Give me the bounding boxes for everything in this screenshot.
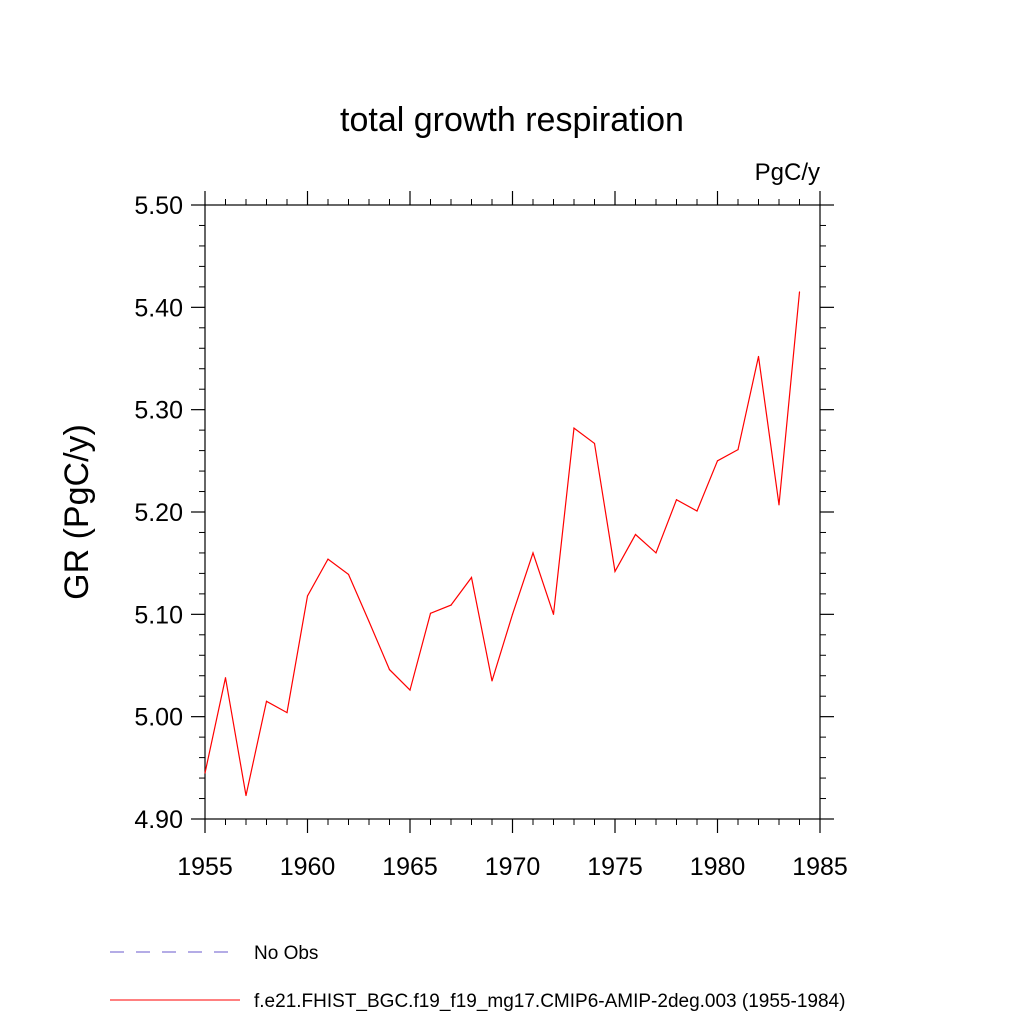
- data-point: [306, 595, 309, 597]
- y-tick-label: 5.40: [134, 294, 183, 322]
- units-label: PgC/y: [755, 159, 820, 186]
- data-point: [511, 613, 514, 615]
- plot-frame: [204, 204, 821, 820]
- x-tick-label: 1960: [280, 853, 336, 881]
- x-tick-label: 1955: [177, 853, 233, 881]
- data-point: [696, 510, 698, 512]
- series-line: [204, 291, 801, 796]
- data-point: [429, 612, 432, 614]
- legend-label-model: f.e21.FHIST_BGC.f19_f19_mg17.CMIP6-AMIP-…: [254, 991, 845, 1012]
- data-point: [409, 689, 411, 691]
- y-tick-label: 5.30: [134, 397, 183, 425]
- data-point: [573, 427, 575, 429]
- data-point: [368, 620, 370, 623]
- y-tick-label: 5.20: [134, 499, 183, 527]
- data-point: [450, 604, 452, 606]
- data-point: [716, 460, 719, 462]
- data-point: [388, 668, 391, 671]
- data-point: [245, 794, 247, 797]
- data-point: [327, 558, 329, 560]
- data-point: [778, 504, 780, 506]
- x-tick-label: 1970: [485, 853, 541, 881]
- data-point: [798, 291, 801, 293]
- data-point: [347, 573, 350, 576]
- y-tick-label: 5.10: [134, 601, 183, 629]
- legend: No Obs f.e21.FHIST_BGC.f19_f19_mg17.CMIP…: [110, 943, 845, 1012]
- data-point: [593, 442, 596, 445]
- data-point: [265, 700, 268, 702]
- axis-ticks: [191, 191, 834, 833]
- y-axis-label: GR (PgC/y): [58, 424, 96, 600]
- data-point: [204, 772, 206, 774]
- tick-labels: 1955 1960 1965 1970 1975 1980 1985 4.90 5.00 5.10…: [134, 192, 847, 881]
- data-point: [634, 533, 637, 536]
- y-tick-label: 4.90: [134, 806, 183, 834]
- data-point: [470, 576, 473, 579]
- data-point: [757, 355, 760, 358]
- x-tick-label: 1975: [587, 853, 643, 881]
- y-tick-label: 5.50: [134, 192, 183, 220]
- data-point: [675, 499, 678, 501]
- legend-label-no-obs: No Obs: [254, 943, 318, 964]
- data-point: [552, 613, 555, 615]
- chart-title: total growth respiration: [340, 101, 684, 139]
- series-group: [204, 291, 801, 797]
- x-tick-label: 1985: [792, 853, 848, 881]
- data-point: [532, 552, 534, 554]
- x-tick-label: 1965: [382, 853, 438, 881]
- data-point: [491, 680, 493, 682]
- x-tick-label: 1980: [690, 853, 746, 881]
- y-tick-label: 5.00: [134, 704, 183, 732]
- data-point: [614, 570, 616, 572]
- data-point: [224, 677, 227, 679]
- data-point: [655, 552, 657, 554]
- data-point: [286, 711, 288, 714]
- data-point: [737, 448, 739, 451]
